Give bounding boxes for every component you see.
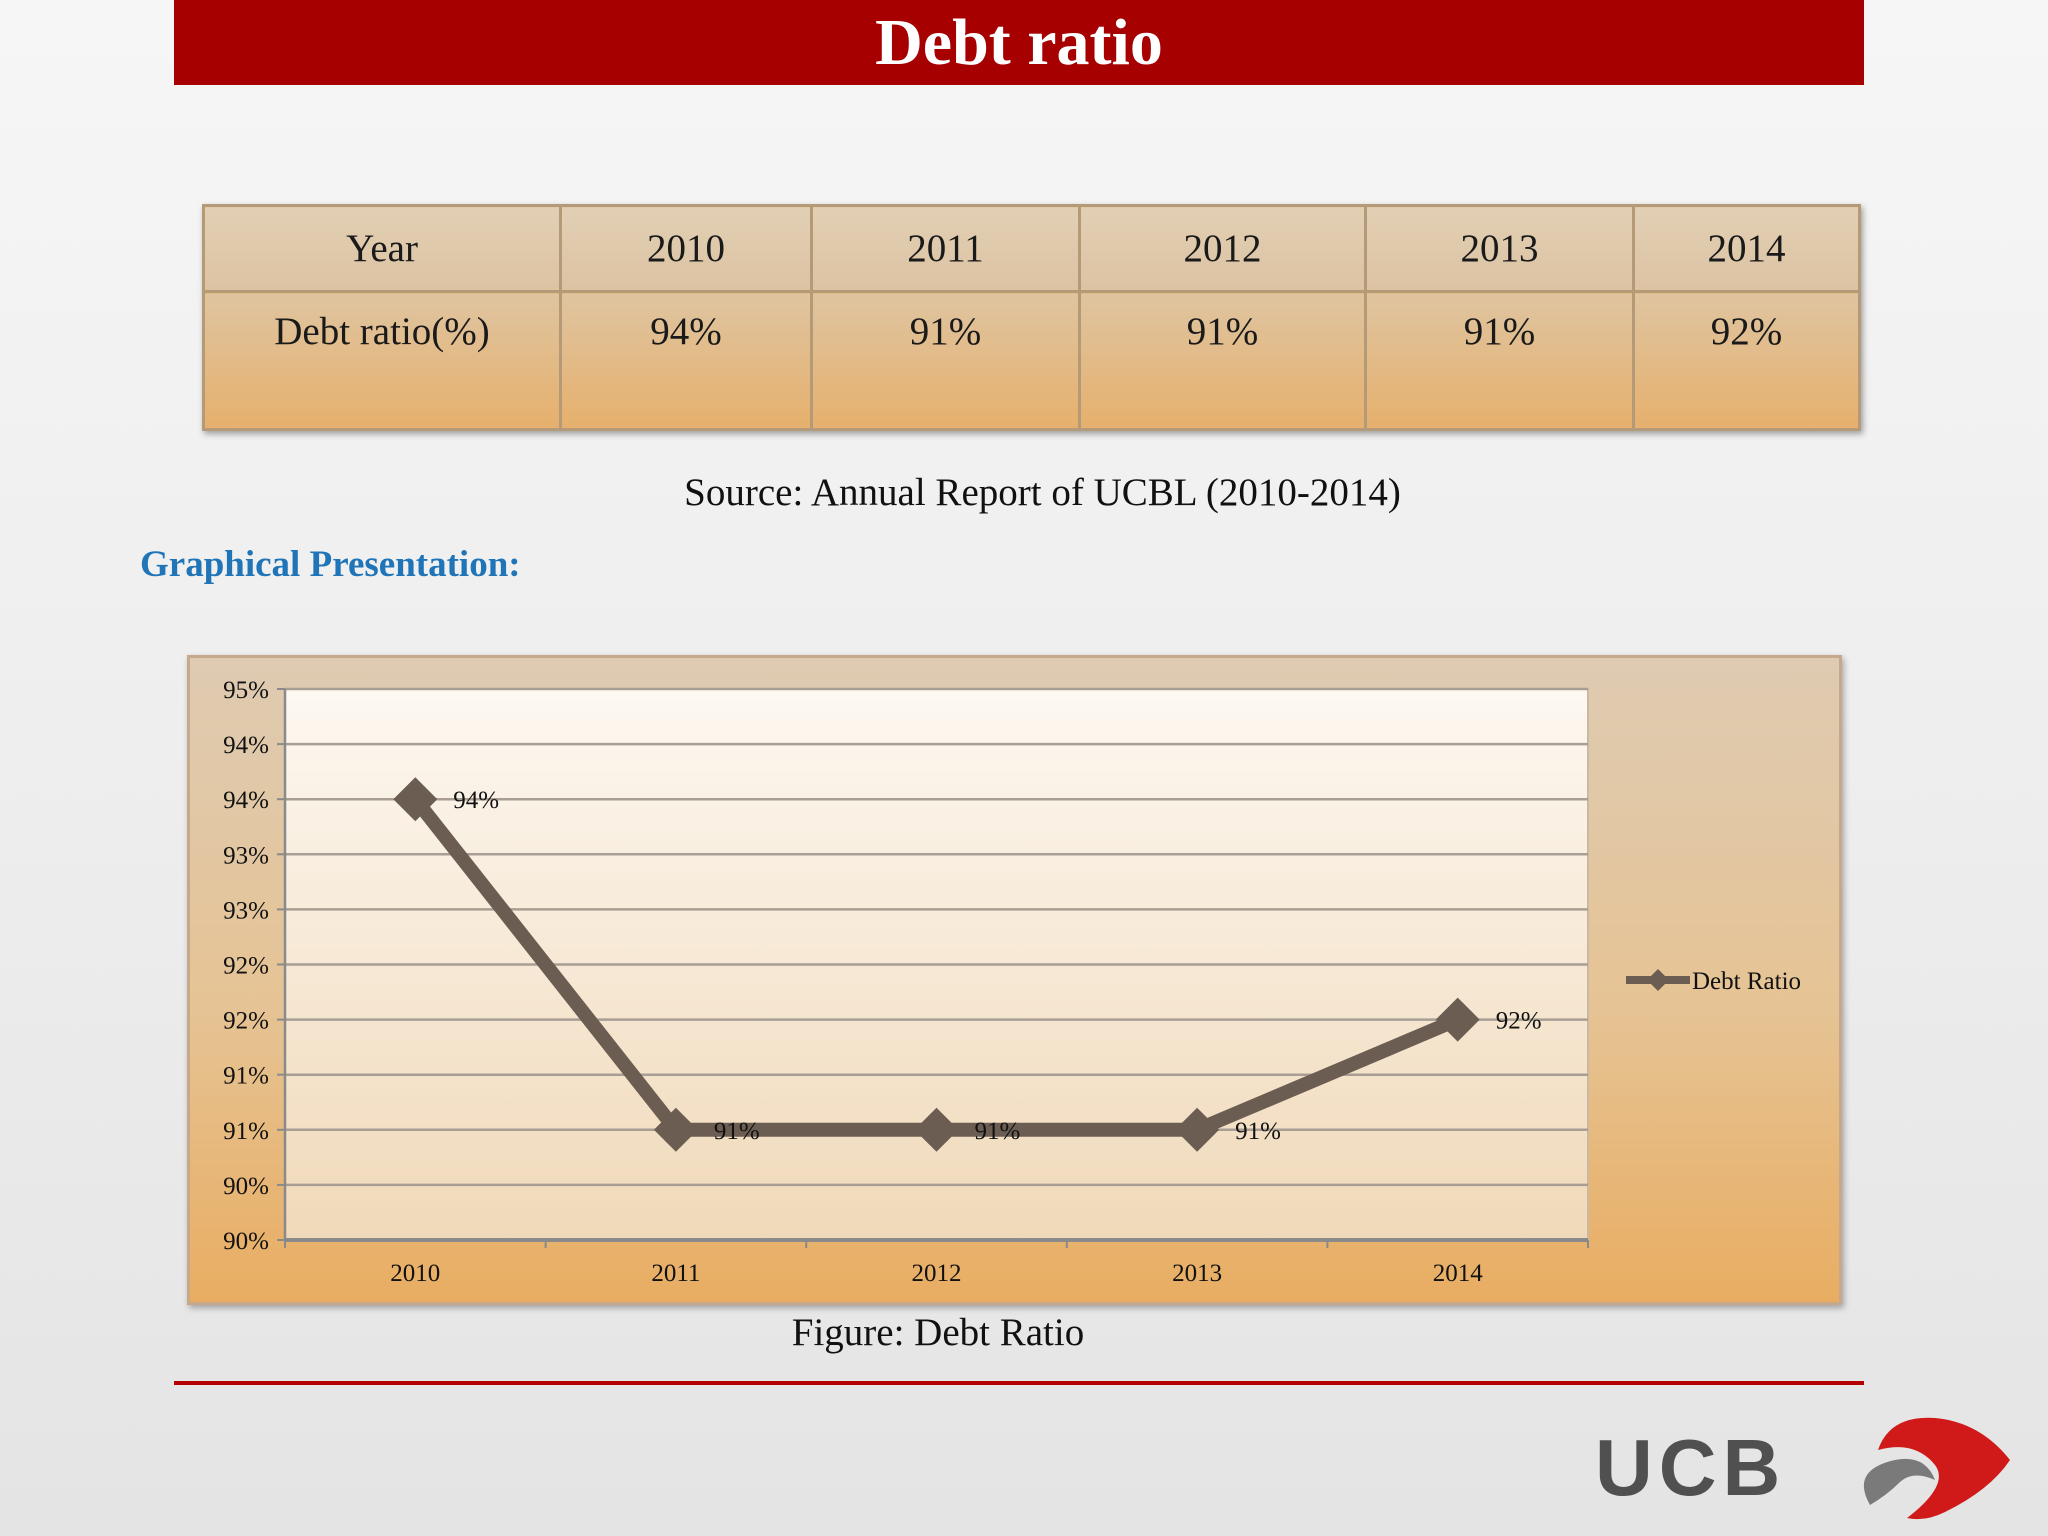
debt-ratio-table: Year 2010 2011 2012 2013 2014 Debt ratio… <box>202 204 1861 431</box>
data-label: 91% <box>1235 1118 1281 1145</box>
y-tick-label: 94% <box>223 787 269 814</box>
y-tick-label: 91% <box>223 1118 269 1145</box>
data-point-marker <box>653 1107 698 1152</box>
table-cell-year-2010: 2010 <box>559 204 813 293</box>
slide-title: Debt ratio <box>174 0 1864 85</box>
y-tick-label: 92% <box>223 1008 269 1035</box>
data-label: 91% <box>975 1118 1021 1145</box>
data-label: 91% <box>714 1118 760 1145</box>
legend-label: Debt Ratio <box>1692 968 1801 995</box>
y-tick-label: 93% <box>223 842 269 869</box>
data-label: 94% <box>453 787 499 814</box>
table-cell-year-2012: 2012 <box>1078 204 1367 293</box>
data-point-marker <box>1175 1107 1220 1152</box>
table-cell-year-2013: 2013 <box>1364 204 1635 293</box>
legend-swatch-marker <box>1647 969 1669 991</box>
figure-caption: Figure: Debt Ratio <box>791 1311 1085 1354</box>
table-cell-value-2010: 94% <box>559 290 813 431</box>
table-cell-value-2011: 91% <box>810 290 1081 431</box>
table-row-year: Year 2010 2011 2012 2013 2014 <box>202 204 1861 293</box>
table-row-debt-ratio: Debt ratio(%) 94% 91% 91% 91% 92% <box>202 290 1861 431</box>
logo-swoosh-icon <box>1863 1417 2010 1520</box>
chart-container: 90% 90% 91% 91% 92% 92% 93% 93% 94% 94% 95% 2010 201… <box>187 655 1842 1305</box>
ucb-logo: UCB <box>1595 1410 2015 1520</box>
logo-wordmark: UCB <box>1595 1423 1787 1512</box>
data-point-marker <box>1435 997 1480 1042</box>
table-row-header-year: Year <box>202 204 562 293</box>
y-tick-label: 94% <box>223 732 269 759</box>
y-tick-label: 90% <box>223 1173 269 1200</box>
x-tick-label: 2010 <box>390 1260 440 1287</box>
y-tick-label: 95% <box>223 677 269 704</box>
table-row-header-debt-ratio: Debt ratio(%) <box>202 290 562 431</box>
data-point-marker <box>914 1107 959 1152</box>
y-tick-label: 90% <box>223 1228 269 1255</box>
data-point-marker <box>393 777 438 822</box>
y-tick-label: 92% <box>223 953 269 980</box>
debt-ratio-line-chart: 90% 90% 91% 91% 92% 92% 93% 93% 94% 94% 95% 2010 201… <box>223 677 1801 1287</box>
bottom-rule <box>174 1381 1864 1385</box>
source-note: Source: Annual Report of UCBL (2010-2014… <box>684 471 1401 514</box>
table-cell-value-2014: 92% <box>1632 290 1861 431</box>
table-cell-value-2013: 91% <box>1364 290 1635 431</box>
y-tick-label: 93% <box>223 897 269 924</box>
graph-heading: Graphical Presentation: <box>140 544 521 585</box>
x-tick-label: 2014 <box>1433 1260 1484 1287</box>
table-cell-year-2011: 2011 <box>810 204 1081 293</box>
x-tick-label: 2013 <box>1172 1260 1222 1287</box>
x-tick-label: 2011 <box>651 1260 700 1287</box>
data-label: 92% <box>1496 1008 1542 1035</box>
x-tick-label: 2012 <box>912 1260 962 1287</box>
table-cell-value-2012: 91% <box>1078 290 1367 431</box>
y-tick-label: 91% <box>223 1063 269 1090</box>
table-cell-year-2014: 2014 <box>1632 204 1861 293</box>
